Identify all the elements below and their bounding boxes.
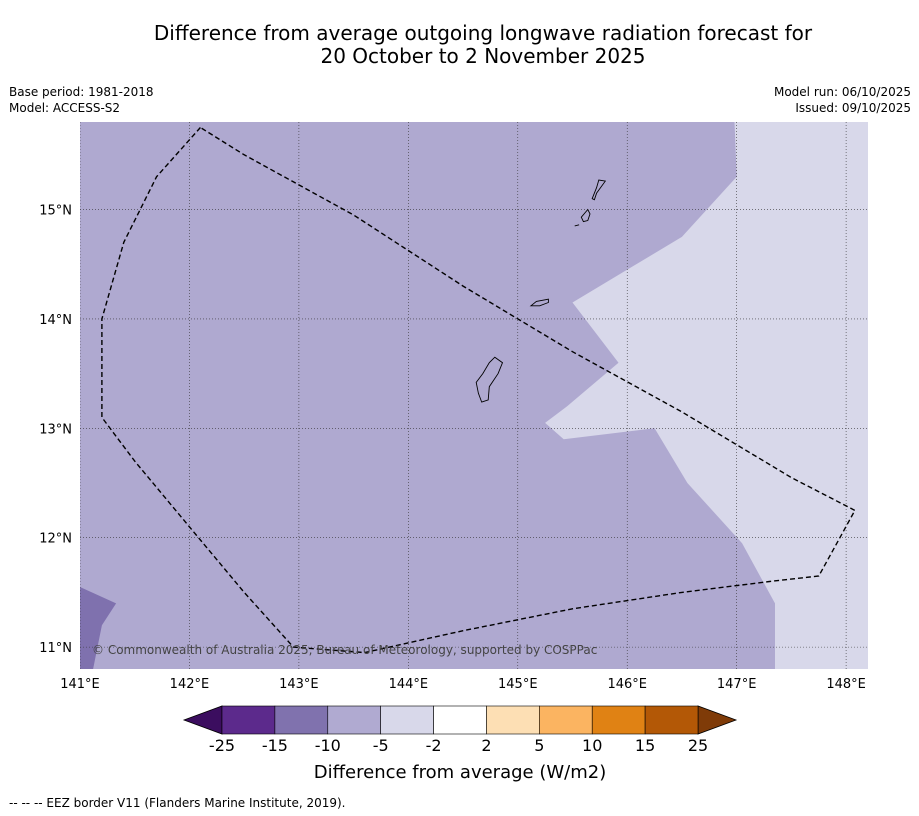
colorbar-segment-5: [486, 705, 540, 735]
colorbar-tick-label: 5: [534, 736, 544, 755]
colorbar-extend-high: [697, 705, 738, 735]
plot-area: © Commonwealth of Australia 2025, Bureau…: [80, 122, 868, 669]
meta-right: Model run: 06/10/2025 Issued: 09/10/2025: [774, 84, 911, 116]
colorbar-segment-8: [644, 705, 699, 735]
base-period: Base period: 1981-2018: [9, 85, 154, 99]
colorbar-title: Difference from average (W/m2): [314, 762, 606, 783]
y-tick-label: 12°N: [39, 532, 72, 547]
colorbar-extend-low: [182, 705, 223, 735]
colorbar-tick-label: 25: [688, 736, 708, 755]
colorbar-tick-label: -25: [209, 736, 235, 755]
island-rota: [529, 298, 549, 307]
x-tick-label: 146°E: [607, 677, 647, 692]
title-line-1: Difference from average outgoing longwav…: [153, 21, 813, 45]
colorbar-segment-2: [327, 705, 381, 735]
colorbar-tick-label: -5: [373, 736, 389, 755]
x-tick-label: 143°E: [279, 677, 319, 692]
colorbar-tick-label: 10: [582, 736, 602, 755]
x-tick-label: 145°E: [498, 677, 538, 692]
title-line-2: 20 October to 2 November 2025: [320, 44, 646, 68]
model-run: Model run: 06/10/2025: [773, 85, 911, 99]
eez-border: [101, 126, 856, 654]
colorbar-tick-label: -15: [262, 736, 288, 755]
issued-date: Issued: 09/10/2025: [795, 101, 911, 115]
copyright-text: © Commonwealth of Australia 2025, Bureau…: [92, 643, 597, 657]
x-tick-label: 142°E: [170, 677, 210, 692]
y-tick-label: 11°N: [39, 641, 72, 656]
meta-left: Base period: 1981-2018 Model: ACCESS-S2: [9, 84, 154, 116]
colorbar-segment-0: [221, 705, 276, 735]
x-tick-label: 144°E: [389, 677, 429, 692]
y-tick-label: 14°N: [39, 313, 72, 328]
island-tinian: [580, 208, 591, 223]
island-guam: [475, 356, 504, 403]
x-tick-label: 147°E: [717, 677, 757, 692]
colorbar-tick-label: 2: [481, 736, 491, 755]
x-tick-label: 141°E: [60, 677, 100, 692]
x-tick-label: 148°E: [826, 677, 866, 692]
island-saipan: [591, 179, 607, 201]
eez-footnote: -- -- -- EEZ border V11 (Flanders Marine…: [9, 796, 346, 810]
chart-title: Difference from average outgoing longwav…: [0, 22, 919, 68]
colorbar-segment-4: [433, 705, 487, 735]
anomaly-region-2: [80, 587, 117, 669]
colorbar-tick-label: -10: [315, 736, 341, 755]
colorbar-tick-label: -2: [426, 736, 442, 755]
island-aguijan: [574, 224, 580, 227]
colorbar-segment-7: [591, 705, 646, 735]
y-tick-label: 13°N: [39, 422, 72, 437]
colorbar-tick-label: 15: [635, 736, 655, 755]
colorbar-segment-3: [380, 705, 434, 735]
anomaly-region-1: [545, 122, 868, 669]
model-name: Model: ACCESS-S2: [9, 101, 121, 115]
colorbar-segment-6: [539, 705, 593, 735]
y-tick-label: 15°N: [39, 204, 72, 219]
colorbar-segment-1: [274, 705, 329, 735]
map-layer: © Commonwealth of Australia 2025, Bureau…: [39, 122, 868, 692]
